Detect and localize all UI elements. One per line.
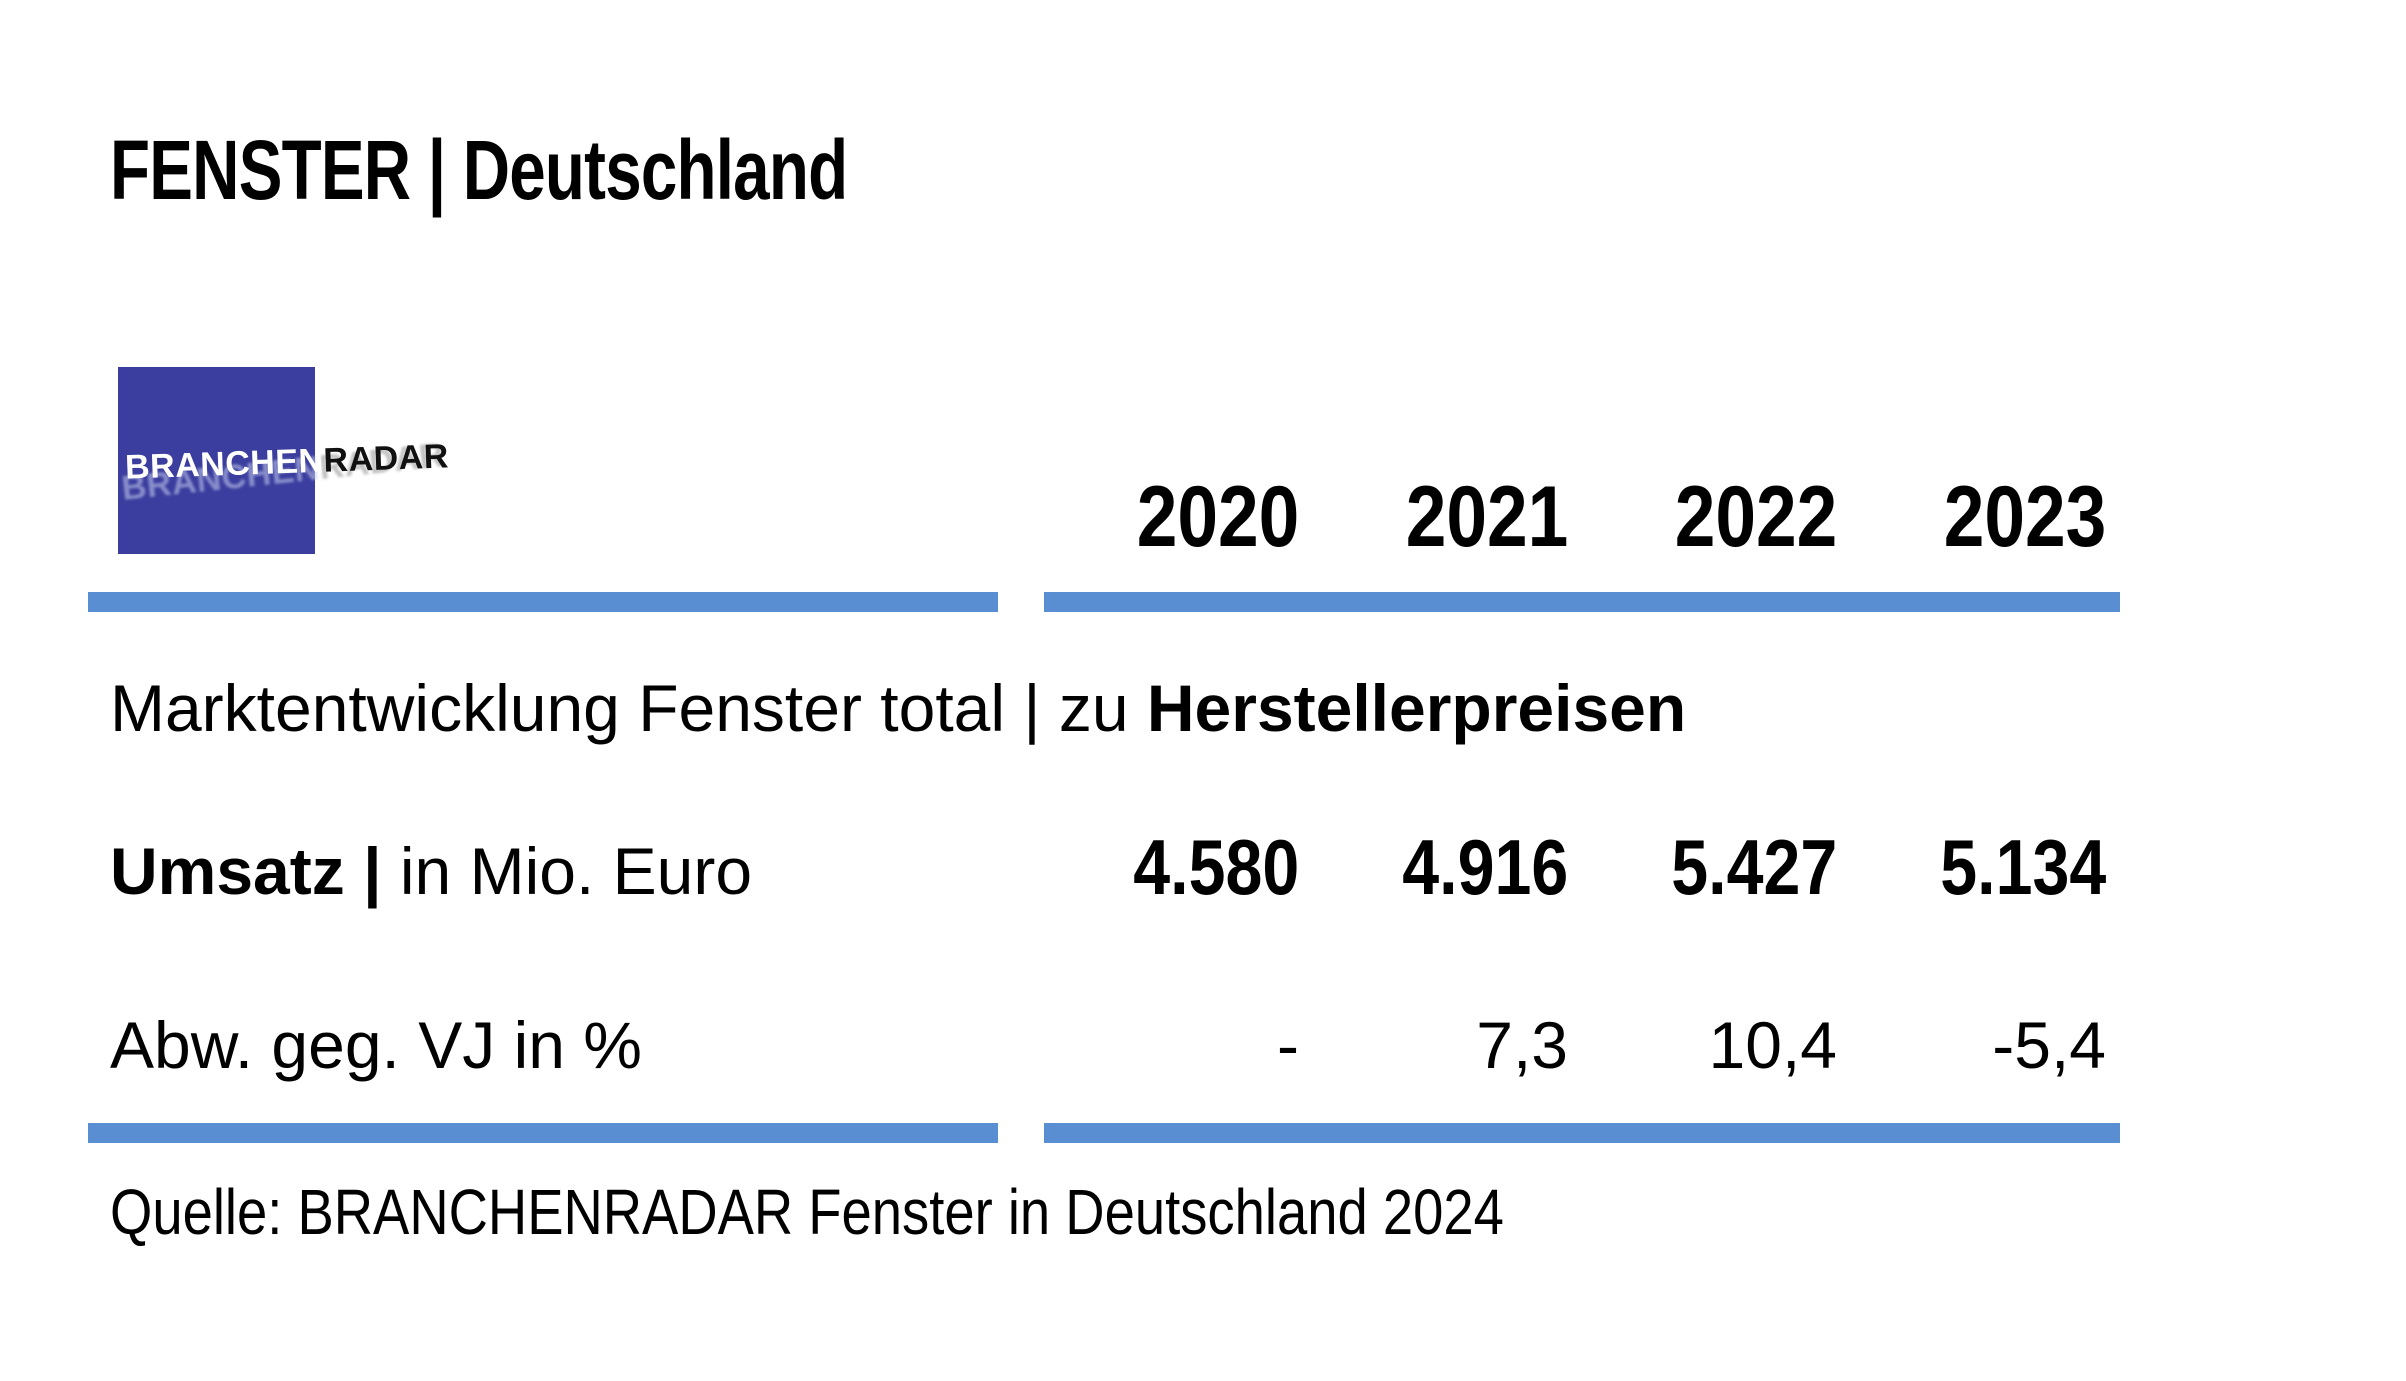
year-label: 2020 [1136,469,1299,565]
section-title-regular: Marktentwicklung Fenster total | zu [110,671,1147,745]
row-label-regular: in Mio. Euro [381,834,753,908]
year-header-2022: 2022 [1582,474,1851,560]
section-title: Marktentwicklung Fenster total | zu Hers… [88,675,2120,741]
cell-value: -5,4 [1992,1008,2106,1082]
table-row-abweichung: Abw. geg. VJ in % - 7,3 10,4 -5,4 [88,1012,2120,1078]
year-label: 2021 [1405,469,1568,565]
row-label-regular: Abw. geg. VJ in % [110,1008,642,1082]
divider-top-right [1044,592,2120,612]
section-title-row: Marktentwicklung Fenster total | zu Hers… [88,675,2120,741]
divider-top-left [88,592,998,612]
year-header-2021: 2021 [1313,474,1582,560]
logo-square [118,367,315,554]
cell-value: 5.134 [1940,823,2106,911]
year-label: 2022 [1674,469,1837,565]
section-title-bold: Herstellerpreisen [1146,671,1687,745]
row-label-abweichung: Abw. geg. VJ in % [88,1012,1044,1078]
year-header-row: 2020 2021 2022 2023 [88,474,2120,560]
cell-value: 4.580 [1133,823,1299,911]
cell-value: 5.427 [1671,823,1837,911]
year-label: 2023 [1943,469,2106,565]
table-row-umsatz: Umsatz | in Mio. Euro 4.580 4.916 5.427 … [88,828,2120,906]
cell-value: 10,4 [1708,1008,1837,1082]
umsatz-value-2023: 5.134 [1851,828,2120,906]
abw-value-2023: -5,4 [1851,1012,2120,1078]
year-header-2020: 2020 [1044,474,1313,560]
cell-value: 7,3 [1476,1008,1568,1082]
divider-bottom-left [88,1123,998,1143]
branchenradar-logo: BRANCHENRADAR BRANCHENRADAR [118,367,449,554]
abw-value-2022: 10,4 [1582,1012,1851,1078]
abw-value-2020: - [1044,1012,1313,1078]
row-label-umsatz: Umsatz | in Mio. Euro [88,838,1044,904]
year-header-2023: 2023 [1851,474,2120,560]
umsatz-value-2020: 4.580 [1044,828,1313,906]
umsatz-value-2021: 4.916 [1313,828,1582,906]
page-title: FENSTER | Deutschland [110,123,848,217]
abw-value-2021: 7,3 [1313,1012,1582,1078]
divider-bottom-right [1044,1123,2120,1143]
source-note: Quelle: BRANCHENRADAR Fenster in Deutsch… [110,1176,1504,1248]
cell-value: - [1277,1008,1299,1082]
row-label-bold: Umsatz | [110,834,382,908]
cell-value: 4.916 [1402,823,1568,911]
umsatz-value-2022: 5.427 [1582,828,1851,906]
